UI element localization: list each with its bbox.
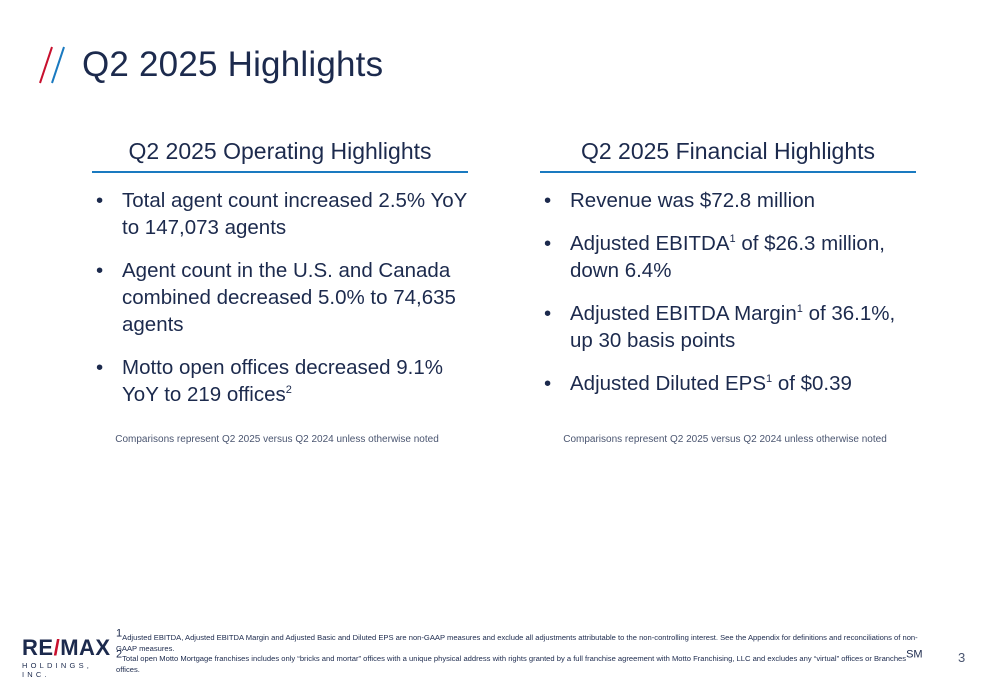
slashes-icon (39, 46, 65, 84)
remax-logo: RE/MAX HOLDINGS, INC. (22, 635, 111, 680)
footnote-ref: 1 (729, 233, 736, 246)
footnote-1: 1Adjusted EBITDA, Adjusted EBITDA Margin… (116, 627, 918, 653)
bullet-icon: • (96, 259, 104, 282)
operating-heading: Q2 2025 Operating Highlights (92, 138, 468, 173)
bullet-icon: • (544, 302, 552, 325)
bullet-icon: • (544, 189, 552, 212)
bullet-icon: • (96, 356, 104, 379)
financial-comparison-note: Comparisons represent Q2 2025 versus Q2 … (563, 434, 887, 445)
bullet-icon: • (544, 232, 552, 255)
list-item: • Adjusted EBITDA1 of $26.3 million, dow… (544, 232, 885, 282)
page-number: 3 (958, 650, 966, 665)
footnote-ref: 2 (285, 384, 292, 397)
bullet-icon: • (96, 189, 104, 212)
operating-highlights: Q2 2025 Operating Highlights • Total age… (86, 138, 468, 424)
financial-highlights: Q2 2025 Financial Highlights • Revenue w… (534, 138, 916, 413)
footnote-2: 2Total open Motto Mortgage franchises in… (116, 648, 923, 674)
financial-heading: Q2 2025 Financial Highlights (540, 138, 916, 173)
bullet-icon: • (544, 372, 552, 395)
list-item: • Motto open offices decreased 9.1% YoY … (96, 356, 443, 406)
page-title: Q2 2025 Highlights (82, 45, 384, 84)
footnotes: 1Adjusted EBITDA, Adjusted EBITDA Margin… (116, 627, 926, 675)
title-area: Q2 2025 Highlights (38, 40, 383, 90)
footnote-ref: 1 (766, 373, 773, 386)
list-item: • Adjusted EBITDA Margin1 of 36.1%, up 3… (544, 302, 896, 352)
list-item: • Revenue was $72.8 million (544, 189, 815, 212)
list-item: • Total agent count increased 2.5% YoY t… (96, 189, 467, 239)
list-item: • Adjusted Diluted EPS1 of $0.39 (544, 372, 852, 395)
operating-comparison-note: Comparisons represent Q2 2025 versus Q2 … (115, 434, 439, 445)
footnote-ref: 1 (796, 303, 803, 316)
operating-list: • Total agent count increased 2.5% YoY t… (86, 187, 468, 408)
list-item: • Agent count in the U.S. and Canada com… (96, 259, 456, 336)
financial-list: • Revenue was $72.8 million • Adjusted E… (534, 187, 916, 397)
